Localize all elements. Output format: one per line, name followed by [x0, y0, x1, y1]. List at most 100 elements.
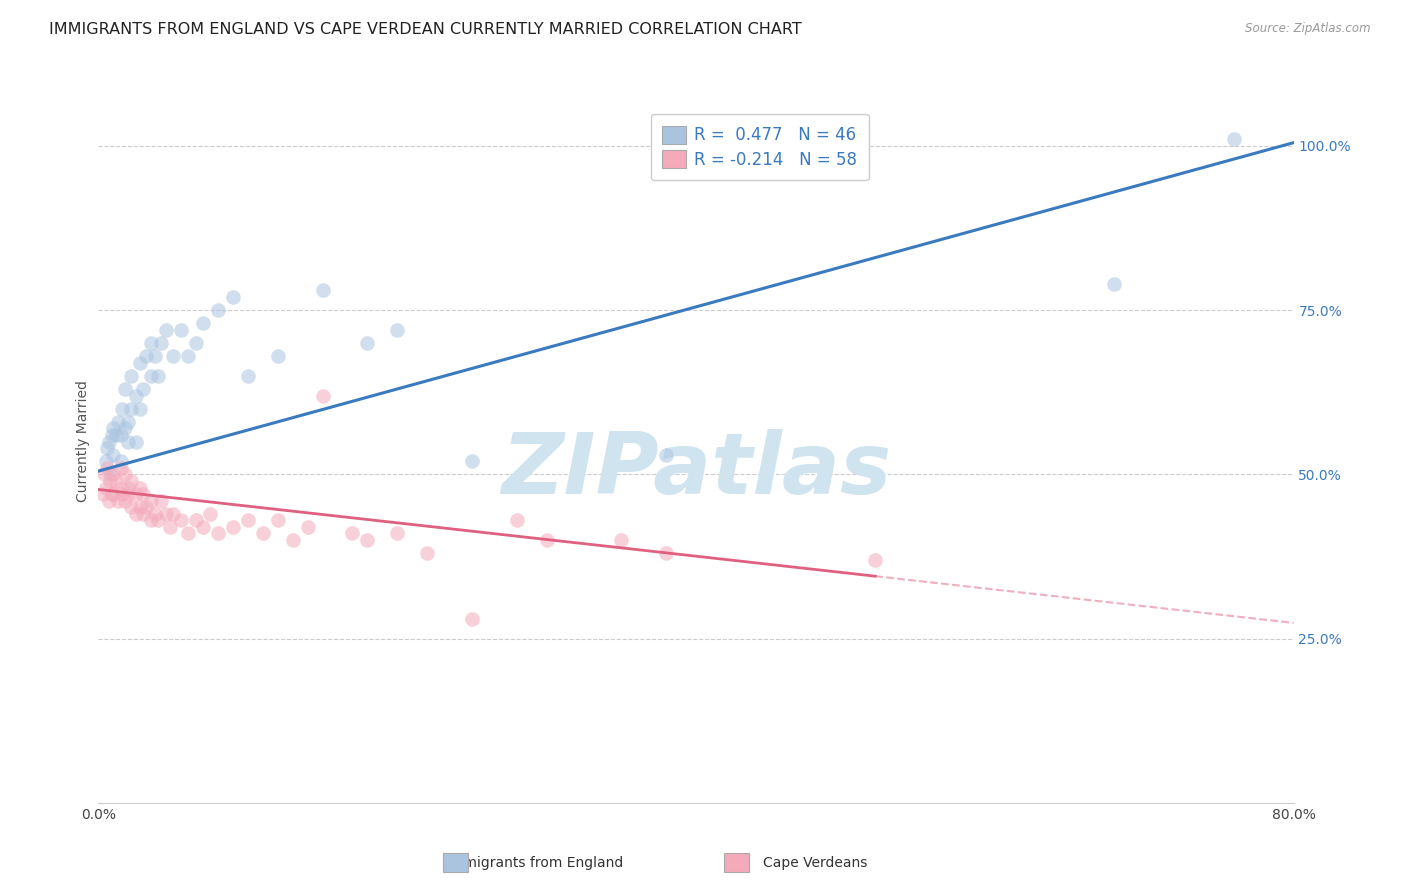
Point — [117, 487, 139, 501]
Point — [385, 323, 409, 337]
Point — [177, 349, 200, 363]
Text: Source: ZipAtlas.com: Source: ZipAtlas.com — [1246, 22, 1371, 36]
Point — [416, 546, 439, 560]
Point — [91, 487, 114, 501]
Point — [281, 533, 304, 547]
Point — [110, 454, 132, 468]
Point — [135, 349, 157, 363]
Point — [155, 323, 177, 337]
Point — [96, 460, 118, 475]
Point — [103, 448, 125, 462]
Point — [169, 513, 191, 527]
Point — [311, 284, 333, 298]
Point — [150, 336, 173, 351]
Point — [865, 553, 887, 567]
Point — [98, 474, 122, 488]
Point — [184, 336, 207, 351]
Point — [139, 493, 162, 508]
Point — [135, 500, 157, 515]
Point — [506, 513, 529, 527]
Point — [97, 493, 120, 508]
Point — [356, 336, 378, 351]
Point — [111, 487, 134, 501]
Point — [125, 487, 148, 501]
Point — [94, 481, 117, 495]
Point — [148, 513, 170, 527]
Point — [129, 481, 152, 495]
Text: Immigrants from England: Immigrants from England — [446, 856, 623, 871]
Point — [342, 526, 364, 541]
Point — [139, 368, 162, 383]
Point — [236, 513, 259, 527]
Point — [252, 526, 274, 541]
Point — [155, 507, 177, 521]
Point — [110, 428, 132, 442]
Point — [125, 507, 148, 521]
Point — [356, 533, 378, 547]
Point — [120, 474, 142, 488]
Point — [117, 434, 139, 449]
Point — [191, 316, 214, 330]
Point — [101, 428, 124, 442]
Point — [191, 520, 214, 534]
Point — [110, 481, 132, 495]
Point — [177, 526, 200, 541]
Point — [94, 454, 117, 468]
Point — [222, 290, 245, 304]
Point — [103, 421, 125, 435]
Point — [120, 368, 142, 383]
Point — [610, 533, 633, 547]
Point — [267, 513, 290, 527]
Point — [162, 349, 184, 363]
Point — [1104, 277, 1126, 291]
Point — [114, 421, 136, 435]
Point — [125, 434, 148, 449]
Point — [129, 500, 152, 515]
Point — [207, 526, 229, 541]
Point — [105, 474, 128, 488]
Point — [655, 546, 678, 560]
Point — [120, 500, 142, 515]
Point — [110, 460, 132, 475]
Point — [98, 467, 122, 482]
Point — [169, 323, 191, 337]
Point — [236, 368, 259, 383]
Point — [114, 382, 136, 396]
Point — [139, 513, 162, 527]
Point — [117, 415, 139, 429]
Point — [132, 382, 155, 396]
Point — [297, 520, 319, 534]
Point — [655, 448, 678, 462]
Point — [461, 612, 484, 626]
Point — [107, 493, 129, 508]
Point — [105, 428, 128, 442]
Point — [143, 349, 166, 363]
Legend: R =  0.477   N = 46, R = -0.214   N = 58: R = 0.477 N = 46, R = -0.214 N = 58 — [651, 114, 869, 180]
Point — [125, 388, 148, 402]
Point — [114, 493, 136, 508]
Point — [117, 481, 139, 495]
Point — [96, 441, 118, 455]
Point — [139, 336, 162, 351]
Point — [101, 487, 124, 501]
Point — [200, 507, 222, 521]
Point — [143, 507, 166, 521]
Point — [1223, 132, 1246, 146]
Point — [222, 520, 245, 534]
Point — [132, 487, 155, 501]
Point — [103, 487, 125, 501]
Y-axis label: Currently Married: Currently Married — [76, 381, 90, 502]
Point — [107, 415, 129, 429]
Point — [159, 520, 181, 534]
Point — [536, 533, 558, 547]
Point — [184, 513, 207, 527]
Point — [111, 401, 134, 416]
Point — [97, 434, 120, 449]
Point — [207, 303, 229, 318]
Point — [148, 368, 170, 383]
Point — [162, 507, 184, 521]
Point — [132, 507, 155, 521]
Point — [267, 349, 290, 363]
Point — [129, 401, 152, 416]
Point — [120, 401, 142, 416]
